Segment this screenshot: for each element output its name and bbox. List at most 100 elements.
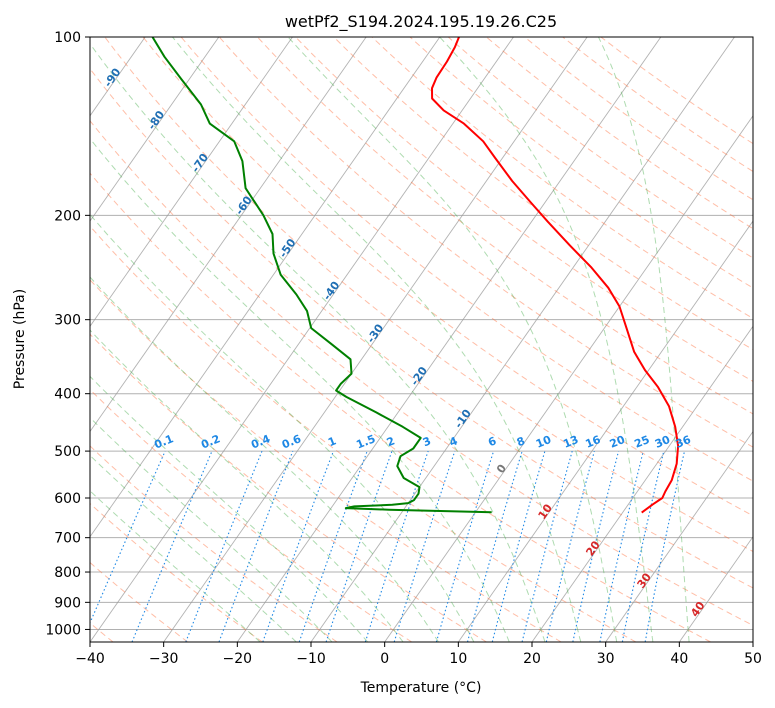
- isotherm-label: -80: [145, 108, 167, 132]
- isotherm-line: [236, 37, 662, 642]
- mixing-ratio-label: 10: [534, 433, 553, 451]
- mixing-ratio-line: [545, 450, 595, 642]
- x-tick-label: −30: [149, 651, 179, 667]
- isotherm-line: [90, 37, 367, 433]
- isotherm-label: 30: [635, 570, 655, 590]
- isotherm-line: [531, 325, 753, 642]
- mixing-ratio-line: [644, 450, 686, 642]
- moist-adiabat-line: [90, 276, 439, 642]
- moist-adiabat-line: [90, 329, 404, 642]
- y-tick-label: 200: [54, 208, 81, 224]
- mixing-ratio-line: [393, 450, 456, 642]
- isotherm-line: [310, 37, 735, 642]
- dry-adiabat-line: [90, 120, 753, 627]
- mixing-ratio-line: [599, 450, 644, 642]
- isotherm-line: [90, 37, 293, 328]
- y-tick-label: 1000: [45, 622, 81, 638]
- y-tick-label: 300: [54, 313, 81, 329]
- x-tick-label: 30: [597, 651, 615, 667]
- y-tick-label: 800: [54, 565, 81, 581]
- mixing-ratio-line: [435, 450, 495, 642]
- isotherm-label: -90: [101, 66, 123, 90]
- isotherm-line: [163, 37, 588, 642]
- dry-adiabat-line: [90, 225, 637, 642]
- temperature-profile-line: [431, 37, 680, 514]
- moist-adiabat-line: [90, 375, 369, 642]
- x-tick-label: 50: [744, 651, 762, 667]
- mixing-ratio-label: 16: [583, 433, 602, 451]
- isotherm-label: 0: [494, 462, 509, 476]
- x-tick-label: 10: [449, 651, 467, 667]
- mixing-ratio-line: [218, 450, 294, 642]
- mixing-ratio-line: [364, 450, 429, 642]
- moist-adiabat-line: [90, 137, 510, 642]
- isotherm-line: [90, 37, 220, 222]
- y-tick-label: 500: [54, 444, 81, 460]
- mixing-ratio-line: [466, 450, 523, 642]
- isotherm-line: [457, 220, 753, 642]
- dry-adiabat-line: [90, 502, 263, 642]
- moist-adiabat-line: [287, 37, 618, 642]
- mixing-ratio-line: [185, 450, 263, 642]
- mixing-ratio-line: [572, 450, 620, 642]
- dry-adiabat-line: [142, 37, 753, 517]
- mixing-ratio-label: 4: [448, 434, 460, 449]
- mixing-ratio-label: 6: [486, 434, 498, 449]
- dry-adiabat-line: [218, 37, 753, 448]
- mixing-ratio-label: 3: [421, 434, 433, 449]
- isotherm-line: [384, 115, 753, 642]
- dry-adiabat-line: [333, 37, 753, 351]
- mixing-ratio-label: 20: [608, 433, 627, 451]
- y-axis-label: Pressure (hPa): [12, 289, 28, 389]
- x-tick-label: −10: [296, 651, 326, 667]
- x-tick-label: 20: [523, 651, 541, 667]
- y-tick-label: 900: [54, 595, 81, 611]
- isotherm-line: [90, 37, 441, 538]
- x-tick-label: −40: [75, 651, 105, 667]
- isotherm-label: 10: [536, 502, 556, 522]
- mixing-ratio-line: [325, 450, 393, 642]
- x-axis-label: Temperature (°C): [360, 680, 482, 696]
- isotherm-line: [90, 37, 514, 642]
- mixing-ratio-label: 2: [385, 434, 397, 449]
- mixing-ratio-line: [262, 450, 334, 642]
- isotherm-label: -70: [189, 151, 211, 175]
- isotherm-label: -10: [452, 407, 474, 431]
- dry-adiabat-line: [90, 445, 338, 642]
- moist-adiabat-line: [439, 37, 654, 642]
- mixing-ratio-label: 0.1: [152, 432, 175, 451]
- moist-adiabat-line: [90, 490, 261, 642]
- x-tick-label: −20: [223, 651, 253, 667]
- moist-adiabat-line: [90, 42, 546, 642]
- isotherm-line: [0, 37, 72, 642]
- mixing-ratio-label: 0.6: [280, 432, 303, 451]
- dry-adiabat-line: [90, 67, 753, 589]
- dry-adiabat-line: [90, 172, 711, 642]
- dry-adiabat-line: [447, 37, 753, 259]
- dry-adiabat-line: [180, 37, 753, 482]
- dry-adiabat-line: [90, 333, 487, 642]
- x-tick-label: 40: [670, 651, 688, 667]
- mixing-ratio-label: 0.4: [249, 432, 272, 451]
- mixing-ratio-label: 8: [515, 434, 527, 449]
- x-tick-label: 0: [380, 651, 389, 667]
- dry-adiabat-line: [523, 37, 753, 201]
- y-tick-label: 400: [54, 387, 81, 403]
- moist-adiabat-line: [90, 213, 475, 642]
- mixing-ratio-label: 1: [326, 434, 338, 449]
- mixing-ratio-label: 13: [561, 433, 580, 451]
- mixing-ratio-label: 25: [632, 433, 651, 451]
- y-tick-label: 600: [54, 491, 81, 507]
- moist-adiabat-line: [90, 416, 333, 642]
- mixing-ratio-label: 1.5: [354, 432, 377, 451]
- dry-adiabat-line: [90, 279, 562, 642]
- isotherm-label: -20: [408, 364, 430, 388]
- mixing-ratio-line: [298, 450, 368, 642]
- chart-title: wetPf2_S194.2024.195.19.26.C25: [285, 12, 557, 32]
- mixing-ratio-label: 36: [674, 433, 693, 451]
- mixing-ratio-line: [90, 450, 166, 625]
- dry-adiabat-line: [104, 37, 753, 553]
- mixing-ratio-line: [491, 450, 546, 642]
- mixing-ratio-line: [131, 450, 213, 642]
- dry-adiabat-line: [90, 388, 413, 642]
